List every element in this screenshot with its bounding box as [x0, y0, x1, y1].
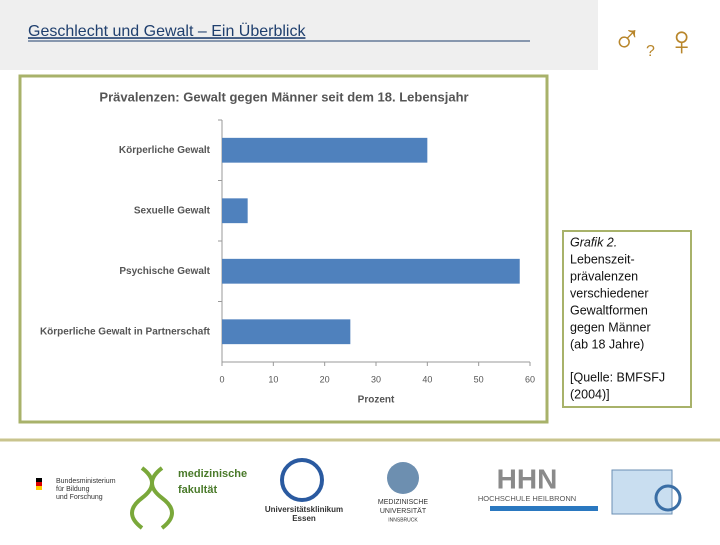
- logo-text: HOCHSCHULE HEILBRONN: [478, 494, 576, 503]
- caption-source: [Quelle: BMFSFJ: [570, 370, 665, 384]
- caption-line: Gewaltformen: [570, 303, 648, 317]
- logo-text: medizinische: [178, 468, 247, 480]
- caption-line: prävalenzen: [570, 269, 638, 283]
- dna-icon: [130, 466, 174, 530]
- caption-line: Lebenszeit-: [570, 252, 635, 266]
- y-tick-label: Psychische Gewalt: [119, 266, 210, 277]
- caption-line: gegen Männer: [570, 320, 651, 334]
- logo-text: Essen: [292, 514, 316, 523]
- logo-text: fakultät: [178, 484, 217, 496]
- logo-text: UNIVERSITÄT: [380, 507, 427, 515]
- logo-text: HHN: [497, 463, 558, 494]
- logo-text: für Bildung: [56, 486, 90, 493]
- question-mark: ?: [646, 43, 655, 60]
- chart-title: Prävalenzen: Gewalt gegen Männer seit de…: [99, 89, 468, 104]
- caption-line: (ab 18 Jahre): [570, 337, 644, 351]
- logo-text: Universitätsklinikum: [265, 505, 343, 514]
- x-tick-label: 0: [219, 374, 224, 384]
- x-tick-label: 50: [474, 374, 484, 384]
- magnifier-icon: [654, 484, 682, 512]
- flag-red: [36, 482, 42, 486]
- bar: [222, 319, 351, 345]
- x-tick-label: 30: [371, 374, 381, 384]
- chart: Prävalenzen: Gewalt gegen Männer seit de…: [40, 89, 535, 405]
- male-symbol: ♂: [612, 18, 642, 62]
- caption-source: (2004)]: [570, 387, 610, 401]
- x-tick-label: 10: [268, 374, 278, 384]
- logos: Bundesministerium für Bildung und Forsch…: [36, 458, 682, 530]
- chart-frame: [18, 74, 549, 424]
- y-tick-label: Körperliche Gewalt: [119, 145, 211, 156]
- x-tick-label: 20: [320, 374, 330, 384]
- hhn-bar: [490, 506, 598, 511]
- header-band: [0, 0, 598, 70]
- caption: Grafik 2. Lebenszeit-prävalenzen verschied…: [570, 235, 665, 401]
- x-tick-label: 40: [422, 374, 432, 384]
- logo-text: und Forschung: [56, 494, 103, 501]
- logo-text: Bundesministerium: [56, 478, 116, 485]
- bar: [222, 198, 248, 224]
- x-tick-label: 60: [525, 374, 535, 384]
- y-tick-label: Sexuelle Gewalt: [134, 205, 211, 216]
- caption-line: verschiedener: [570, 286, 649, 300]
- bar: [222, 137, 428, 163]
- caption-line: Grafik 2.: [570, 235, 617, 249]
- logo-text: INNSBRUCK: [388, 517, 418, 523]
- logo-text: MEDIZINISCHE: [378, 499, 429, 506]
- female-symbol: ♀: [666, 17, 698, 64]
- x-axis-label: Prozent: [358, 395, 395, 406]
- slide-title: Geschlecht und Gewalt – Ein Überblick: [28, 22, 306, 40]
- y-tick-label: Körperliche Gewalt in Partnerschaft: [40, 326, 211, 337]
- caption-box: [562, 230, 692, 408]
- flag-gold: [36, 486, 42, 490]
- uk-icon: [280, 458, 324, 502]
- flag-black: [36, 478, 42, 482]
- bar: [222, 258, 520, 284]
- mui-seal: [387, 462, 419, 494]
